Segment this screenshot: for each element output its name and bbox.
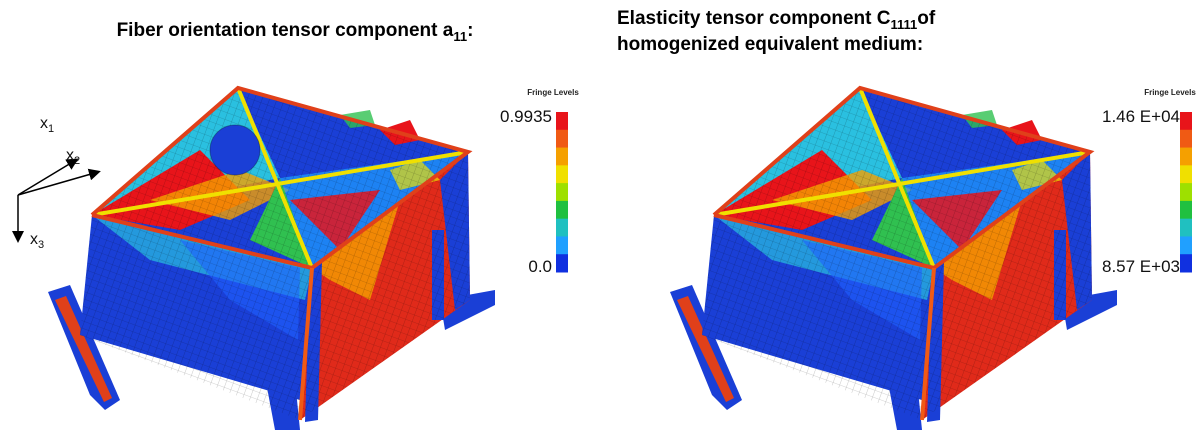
colorbar [556,112,568,273]
colorbar-band [556,148,568,166]
legend-min: 8.57 E+03 [1102,257,1180,276]
legend-title: Fringe Levels [1144,88,1196,97]
title: homogenized equivalent medium: [617,34,923,55]
colorbar-band [1180,148,1192,166]
legend-title: Fringe Levels [527,88,579,97]
colorbar [1180,112,1192,273]
legend-max: 1.46 E+04 [1102,107,1180,126]
title: Fiber orientation tensor component a11: [117,20,474,44]
colorbar-band [556,219,568,237]
colorbar-band [1180,254,1192,272]
colorbar-band [1180,183,1192,201]
axis-label: x1 [40,115,54,135]
axis-label: x3 [30,231,44,251]
colorbar-band [556,254,568,272]
colorbar-band [1180,219,1192,237]
figure: Fiber orientation tensor component a11: … [0,0,1200,436]
hole [210,125,260,175]
fem-part [48,88,495,430]
title: Elasticity tensor component C1111of [617,8,936,32]
colorbar-band [556,165,568,183]
colorbar-band [556,183,568,201]
axes-triad: x1 x2 x3 [18,115,98,251]
colorbar-band [1180,201,1192,219]
colorbar-band [1180,112,1192,130]
fem-part [670,88,1117,430]
colorbar-band [556,201,568,219]
colorbar-band [556,112,568,130]
colorbar-band [556,236,568,254]
page: Fiber orientation tensor component a11: … [0,0,1200,436]
colorbar-band [556,130,568,148]
legend-max: 0.9935 [500,107,552,126]
colorbar-band [1180,130,1192,148]
colorbar-band [1180,165,1192,183]
colorbar-band [1180,236,1192,254]
legend-min: 0.0 [528,257,552,276]
